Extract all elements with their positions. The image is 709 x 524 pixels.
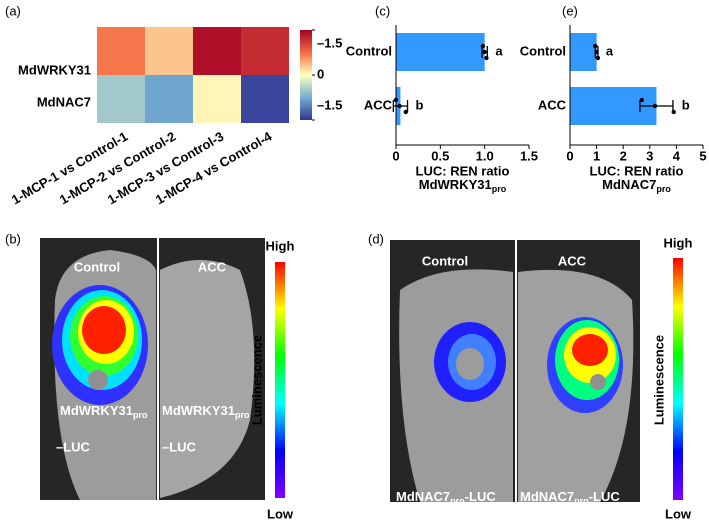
panel-label: (d) [368, 231, 384, 246]
x-tick-label: 0.5 [431, 148, 449, 163]
data-point [595, 55, 601, 61]
construct-label: MdNAC7pro-LUC [396, 489, 496, 506]
x-axis-label: MdNAC7pro [602, 177, 671, 194]
subscript: pro [235, 410, 250, 420]
data-point [484, 55, 489, 61]
x-tick-label: 5 [699, 148, 706, 163]
panel-label: (c) [375, 3, 390, 18]
scale-title: Luminescence [249, 335, 264, 425]
construct: MdNAC7 [396, 489, 450, 504]
row-label: MdNAC7 [37, 94, 91, 109]
construct: MdWRKY31 [60, 403, 133, 418]
image-label: ACC [198, 259, 227, 274]
gene: MdWRKY31 [419, 177, 492, 192]
category-label: ACC [538, 97, 567, 112]
scale-title: Luminescence [651, 335, 666, 425]
data-point [639, 97, 645, 103]
x-tick-label: 2 [620, 148, 627, 163]
significance-letter: b [682, 97, 690, 112]
data-point [593, 43, 598, 49]
x-tick-label: 3 [646, 148, 653, 163]
construct-label: –LUC [162, 439, 197, 454]
suffix: -LUC [589, 489, 621, 504]
x-axis-label: LUC: REN ratio [416, 163, 510, 178]
scale-high: High [664, 235, 693, 250]
heatmap-colorbar [300, 30, 312, 120]
data-point [397, 103, 402, 109]
construct-label: MdWRKY31pro [60, 403, 148, 420]
row-label: MdWRKY31 [18, 62, 91, 77]
heatmap-cell [145, 75, 193, 123]
significance-letter: a [495, 43, 503, 58]
data-point [480, 43, 486, 49]
x-axis-label: LUC: REN ratio [590, 163, 684, 178]
image-label: Control [422, 253, 468, 268]
data-point [652, 103, 658, 109]
colorbar-tick-label: –1.5 [317, 97, 342, 112]
significance-letter: b [416, 97, 424, 112]
heatmap-cell [97, 75, 145, 123]
construct-label: –LUC [56, 439, 91, 454]
construct: MdNAC7 [520, 489, 574, 504]
heatmap-cell [241, 75, 289, 123]
heatmap-cell [193, 75, 241, 123]
x-tick-label: 1.0 [476, 148, 494, 163]
x-tick-label: 0 [566, 148, 573, 163]
scale-high: High [266, 238, 295, 253]
subscript: pro [656, 184, 671, 194]
scale-low: Low [665, 506, 692, 521]
subscript: pro [492, 184, 507, 194]
heatmap-cell [193, 27, 241, 75]
data-point [403, 109, 408, 115]
construct-label: MdWRKY31pro [162, 403, 250, 420]
x-tick-label: 1 [593, 148, 600, 163]
significance-letter: a [606, 43, 614, 58]
luminescence-image-d [390, 240, 683, 502]
data-point [671, 109, 676, 115]
category-label: Control [346, 43, 392, 58]
luminescence-image-b [40, 238, 285, 500]
construct: MdWRKY31 [162, 403, 235, 418]
x-tick-label: 1.5 [520, 148, 538, 163]
panel-label: (a) [5, 3, 21, 18]
image-label: ACC [558, 253, 587, 268]
colorbar-tick-label: –1.5 [317, 35, 342, 50]
subscript: pro [574, 496, 589, 506]
category-label: ACC [364, 97, 393, 112]
x-axis-label: MdWRKY31pro [419, 177, 507, 194]
subscript: pro [133, 410, 148, 420]
panel-label: (b) [5, 231, 21, 246]
x-tick-label: 4 [673, 148, 681, 163]
scale-low: Low [267, 506, 294, 521]
heatmap-cell [241, 27, 289, 75]
panel-label: (e) [562, 3, 578, 18]
x-tick-label: 0 [392, 148, 399, 163]
colorbar-tick-label: 0 [317, 66, 324, 81]
data-point [482, 49, 487, 55]
bar [570, 33, 597, 71]
construct-label: MdNAC7pro-LUC [520, 489, 620, 506]
image-label: Control [74, 259, 120, 274]
heatmap-cell [145, 27, 193, 75]
bar [396, 33, 485, 71]
category-label: Control [520, 43, 566, 58]
gene: MdNAC7 [602, 177, 656, 192]
heatmap-cell [97, 27, 145, 75]
subscript: pro [450, 496, 465, 506]
suffix: -LUC [465, 489, 497, 504]
data-point [594, 49, 599, 55]
